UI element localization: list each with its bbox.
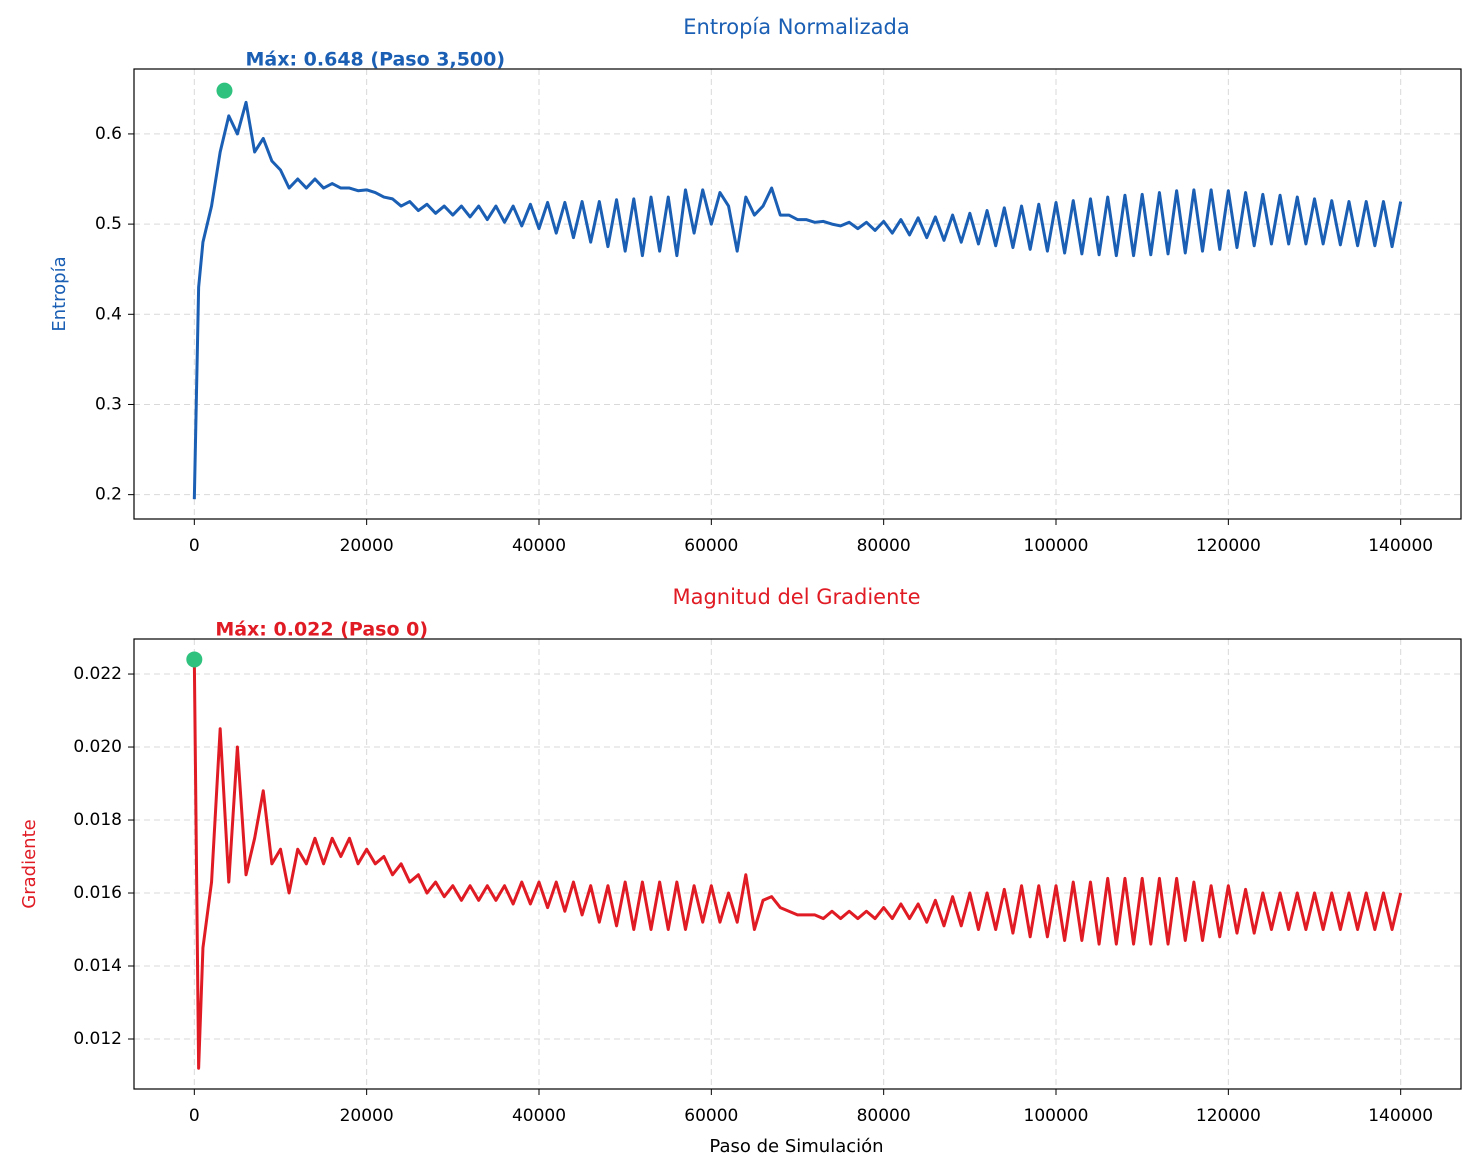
subplot: 0 20000 40000 60000 80000 100000 120000 140000 0… xyxy=(19,585,1462,1157)
x-tick-label: 120000 xyxy=(1196,536,1261,556)
x-tick-label: 80000 xyxy=(857,1106,911,1126)
chart-title: Magnitud del Gradiente xyxy=(672,585,920,609)
x-tick-label: 40000 xyxy=(512,536,566,556)
x-tick-label: 120000 xyxy=(1196,1106,1261,1126)
x-tick-label: 140000 xyxy=(1368,536,1433,556)
max-annotation: Máx: 0.022 (Paso 0) xyxy=(215,619,428,641)
y-tick-label: 0.014 xyxy=(73,956,122,976)
plot-frame xyxy=(133,638,1462,1090)
data-line xyxy=(192,100,1403,500)
max-marker xyxy=(216,82,233,99)
x-tick-label: 80000 xyxy=(857,536,911,556)
x-axis-label: Paso de Simulación xyxy=(709,1136,883,1157)
x-tick-label: 0 xyxy=(189,1106,200,1126)
x-tick-label: 60000 xyxy=(684,1106,738,1126)
y-axis-label: Entropía xyxy=(49,256,70,331)
chart-title: Entropía Normalizada xyxy=(683,15,909,39)
y-tick-label: 0.016 xyxy=(73,883,122,903)
y-tick-label: 0.022 xyxy=(73,664,122,684)
y-tick-label: 0.5 xyxy=(95,214,122,234)
x-tick-label: 100000 xyxy=(1024,536,1089,556)
y-tick-label: 0.020 xyxy=(73,737,122,757)
y-axis-label: Gradiente xyxy=(19,819,40,908)
max-marker xyxy=(186,651,203,668)
y-tick-label: 0.012 xyxy=(73,1029,122,1049)
x-tick-label: 20000 xyxy=(340,536,394,556)
y-tick-label: 0.6 xyxy=(95,124,122,144)
plot-frame xyxy=(133,68,1462,520)
x-tick-label: 100000 xyxy=(1024,1106,1089,1126)
y-tick-label: 0.3 xyxy=(95,394,122,414)
x-tick-label: 60000 xyxy=(684,536,738,556)
y-tick-label: 0.018 xyxy=(73,810,122,830)
x-tick-label: 40000 xyxy=(512,1106,566,1126)
x-tick-label: 0 xyxy=(189,536,200,556)
max-annotation: Máx: 0.648 (Paso 3,500) xyxy=(245,49,505,71)
y-tick-label: 0.4 xyxy=(95,304,122,324)
x-tick-label: 20000 xyxy=(340,1106,394,1126)
data-line xyxy=(192,659,1403,1070)
x-tick-label: 140000 xyxy=(1368,1106,1433,1126)
subplot: 0 20000 40000 60000 80000 100000 120000 140000 0… xyxy=(49,15,1462,556)
y-tick-label: 0.2 xyxy=(95,485,122,505)
